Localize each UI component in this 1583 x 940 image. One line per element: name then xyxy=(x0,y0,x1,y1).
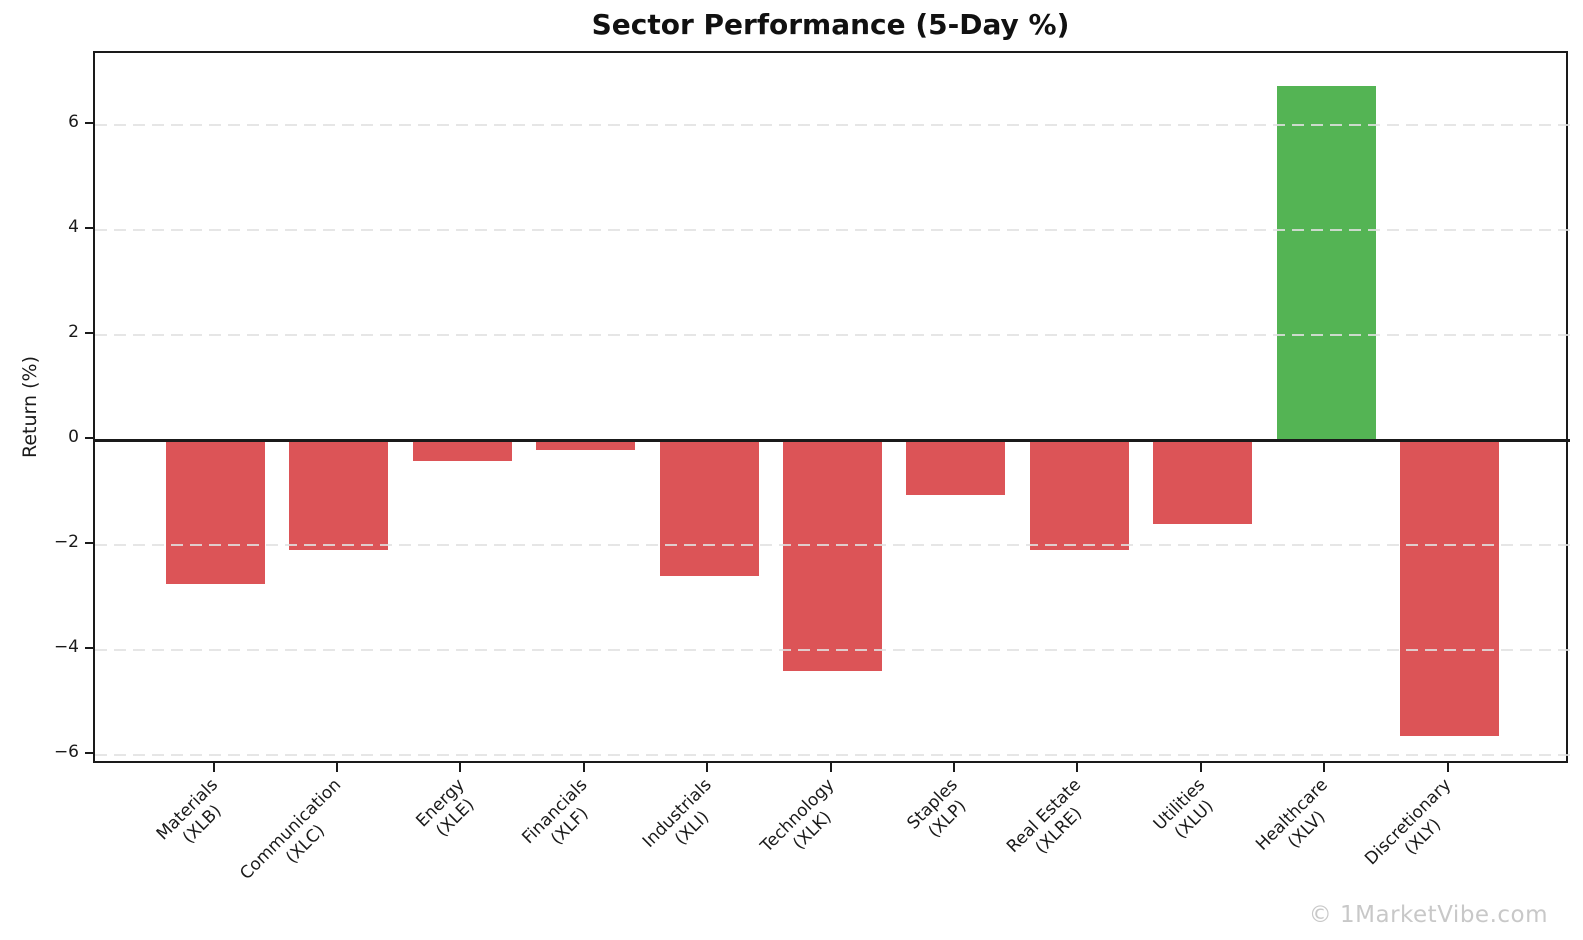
y-tick-label-5: −4 xyxy=(53,636,79,657)
bar-communication-xlc xyxy=(289,439,389,550)
bar-energy-xle xyxy=(412,439,512,461)
x-tick-mark-healthcare-xlv xyxy=(1323,763,1326,772)
x-tick-mark-financials-xlf xyxy=(582,763,585,772)
bar-financials-xlf xyxy=(536,439,636,451)
y-gridline-6 xyxy=(95,753,1570,756)
y-gridline-5 xyxy=(95,648,1570,651)
plot-area xyxy=(93,51,1570,763)
y-tick-label-4: −2 xyxy=(53,531,79,552)
zero-line xyxy=(95,438,1570,442)
x-tick-mark-utilities-xlu xyxy=(1199,763,1202,772)
y-tick-label-1: 4 xyxy=(68,216,79,237)
y-tick-label-2: 2 xyxy=(68,321,79,342)
x-tick-mark-real-estate-xlre xyxy=(1076,763,1079,772)
x-tick-mark-discretionary-xly xyxy=(1446,763,1449,772)
y-tick-mark-1 xyxy=(85,226,93,229)
bar-industrials-xli xyxy=(659,439,759,577)
y-gridline-1 xyxy=(95,228,1570,231)
bar-technology-xlk xyxy=(783,439,882,671)
y-tick-mark-3 xyxy=(85,436,93,439)
y-tick-mark-2 xyxy=(85,331,93,334)
y-tick-label-6: −6 xyxy=(53,741,79,762)
x-tick-mark-industrials-xli xyxy=(706,763,709,772)
x-tick-mark-materials-xlb xyxy=(212,763,215,772)
y-tick-mark-5 xyxy=(85,646,93,649)
x-tick-mark-communication-xlc xyxy=(335,763,338,772)
x-tick-mark-technology-xlk xyxy=(829,763,832,772)
x-label-discretionary-xly: Discretionary (XLY) xyxy=(1142,775,1456,869)
y-gridline-4 xyxy=(95,543,1570,546)
bar-utilities-xlu xyxy=(1153,439,1253,524)
y-gridline-2 xyxy=(95,333,1570,336)
watermark: © 1MarketVibe.com xyxy=(1308,902,1548,928)
chart-title: Sector Performance (5-Day %) xyxy=(591,8,1070,41)
y-tick-mark-4 xyxy=(85,541,93,544)
y-tick-label-3: 0 xyxy=(68,426,79,447)
bar-healthcare-xlv xyxy=(1276,85,1376,440)
bar-discretionary-xly xyxy=(1400,439,1499,737)
bar-materials-xlb xyxy=(166,439,265,584)
y-tick-mark-0 xyxy=(85,121,93,124)
y-gridline-0 xyxy=(95,123,1570,126)
y-tick-label-0: 6 xyxy=(68,111,79,132)
x-label-text-discretionary-xly: Discretionary (XLY) xyxy=(1361,775,1456,870)
y-tick-mark-6 xyxy=(85,751,93,754)
bar-real-estate-xlre xyxy=(1029,439,1129,550)
x-tick-mark-staples-xlp xyxy=(952,763,955,772)
x-tick-mark-energy-xle xyxy=(459,763,462,772)
bar-staples-xlp xyxy=(906,439,1006,495)
